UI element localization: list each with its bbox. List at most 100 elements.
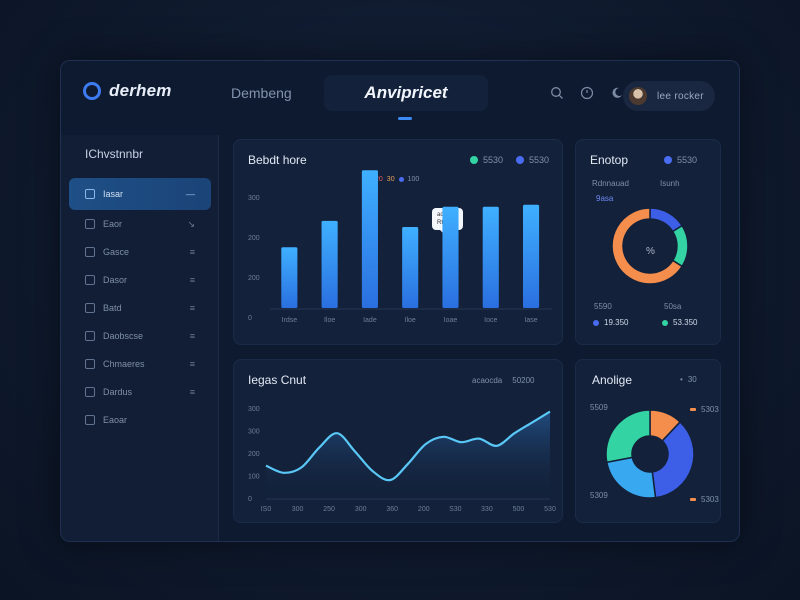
value-label: 19.350 xyxy=(604,318,629,327)
sidebar-item-7[interactable]: Chmaeres ≡ xyxy=(69,350,211,378)
donut-chart-bottom xyxy=(605,409,695,499)
bar[interactable] xyxy=(321,220,338,308)
box-icon xyxy=(85,303,95,313)
menu-icon: ≡ xyxy=(189,247,195,257)
x-tick-label: 360 xyxy=(386,506,398,513)
x-tick-label: Irdse xyxy=(282,317,298,324)
menu-icon: ≡ xyxy=(189,359,195,369)
tab-analytics[interactable]: Anvipricet xyxy=(324,75,488,111)
bar-card-title: Bebdt hore xyxy=(248,153,307,167)
bar[interactable] xyxy=(442,206,459,308)
x-tick-label: Ioce xyxy=(484,317,497,324)
x-tick-label: IS0 xyxy=(261,506,272,513)
donut-top-value-left: 19.350 xyxy=(593,318,628,327)
donut-slice[interactable] xyxy=(605,409,651,464)
donut-bottom-label-4: 5303 xyxy=(690,495,719,504)
x-tick-label: 200 xyxy=(418,506,430,513)
legend-label: 100 xyxy=(407,176,420,183)
bar[interactable] xyxy=(361,170,378,308)
legend-dot: • xyxy=(680,375,683,384)
sidebar-item-2[interactable]: Eaor ↘ xyxy=(69,210,211,238)
chevron-icon: ↘ xyxy=(187,218,195,229)
donut-top-value-right: 53.350 xyxy=(662,318,697,327)
line-legend: acaocda 50200 xyxy=(472,376,535,385)
sidebar-item-9[interactable]: Eaoar xyxy=(69,406,211,434)
legend-label: 50200 xyxy=(512,376,535,385)
x-tick-label: Iloe xyxy=(324,317,335,324)
logo-icon xyxy=(83,82,101,100)
legend-label: 5303 xyxy=(701,405,719,414)
donut-slice[interactable] xyxy=(671,224,689,268)
profile-name: lee rocker xyxy=(657,90,704,102)
line-chart-card: Iegas Cnut acaocda 50200 300 300 200 100 0 IS… xyxy=(233,359,563,523)
donut-top-legend: 5530 xyxy=(664,155,697,165)
line-chart: 300 300 200 100 0 IS0 300 250 300 360 200 S30 330 500… xyxy=(248,406,556,513)
sidebar-item-label: Daobscse xyxy=(103,331,144,341)
line-card-title: Iegas Cnut xyxy=(248,373,307,387)
menu-icon: ≡ xyxy=(189,387,195,397)
legend-dot xyxy=(398,177,404,182)
donut-slice[interactable] xyxy=(611,207,684,285)
profile-chip[interactable]: lee rocker xyxy=(623,81,715,111)
donut-slice[interactable] xyxy=(651,420,695,499)
bar[interactable] xyxy=(281,247,298,308)
top-bar: derhem Dembeng Anvipricet lee rocker xyxy=(61,61,739,125)
sidebar-item-label: Gasce xyxy=(103,247,130,257)
y-tick-label: 300 xyxy=(248,195,260,202)
dashboard-window: derhem Dembeng Anvipricet lee rocker ICh… xyxy=(60,60,740,542)
sidebar-item-4[interactable]: Dasor ≡ xyxy=(69,266,211,294)
donut-top-bottom-left-label: 5590 xyxy=(594,302,612,311)
sidebar-item-3[interactable]: Gasce ≡ xyxy=(69,238,211,266)
donut-bottom-label-2: 5303 xyxy=(690,405,719,414)
active-tab-indicator xyxy=(398,117,412,120)
legend-label: acaocda xyxy=(472,376,503,385)
sidebar-item-8[interactable]: Dardus ≡ xyxy=(69,378,211,406)
y-tick-label: 0 xyxy=(248,315,252,322)
doc-icon xyxy=(85,387,95,397)
sidebar: IChvstnnbr Iasar — Eaor ↘ Gasce ≡ Dasor … xyxy=(61,135,219,541)
line-area xyxy=(266,411,550,498)
avatar xyxy=(629,87,647,105)
line-series[interactable] xyxy=(265,410,551,482)
sidebar-item-1[interactable]: Iasar — xyxy=(69,178,211,210)
y-tick-label: 200 xyxy=(248,275,260,282)
donut-top-label-left2: 9asa xyxy=(596,194,614,203)
bar[interactable] xyxy=(522,204,540,308)
y-tick-label: 0 xyxy=(248,496,252,503)
sidebar-item-label: Batd xyxy=(103,303,122,313)
moon-icon[interactable] xyxy=(609,85,625,101)
legend-label: 5530 xyxy=(529,155,550,165)
menu-icon: ≡ xyxy=(189,275,195,285)
x-tick-label: 300 xyxy=(355,506,367,513)
bar[interactable] xyxy=(482,206,499,308)
bar-chart: 300 200 200 0 Irdse Iloe Iade Iloe Ioae Ioce Iase xyxy=(248,170,552,324)
tab-dashboard[interactable]: Dembeng xyxy=(231,85,292,101)
sidebar-item-5[interactable]: Batd ≡ xyxy=(69,294,211,322)
donut-card-top: Enotop 5530 Rdnnauad Isunh 9asa % 5590 5… xyxy=(575,139,721,345)
clock-icon[interactable] xyxy=(579,85,595,101)
x-tick-label: Ioae xyxy=(444,317,458,324)
donut-slice[interactable] xyxy=(605,456,657,499)
value-label: 53.350 xyxy=(673,318,698,327)
app-logo[interactable]: derhem xyxy=(83,81,172,101)
bar[interactable] xyxy=(402,227,419,308)
x-tick-label: 300 xyxy=(292,506,304,513)
donut-top-label-left: Rdnnauad xyxy=(592,179,629,188)
search-icon[interactable] xyxy=(549,85,565,101)
sidebar-item-6[interactable]: Daobscse ≡ xyxy=(69,322,211,350)
y-tick-label: 300 xyxy=(248,406,260,413)
sidebar-item-label: Eaor xyxy=(103,219,123,229)
sidebar-title: IChvstnnbr xyxy=(85,147,144,161)
layer-icon xyxy=(85,415,95,425)
shield-icon xyxy=(85,331,95,341)
user-icon xyxy=(85,275,95,285)
x-tick-label: 500 xyxy=(513,506,525,513)
donut-card-bottom: Anolige • 30 5509 5303 5309 5303 xyxy=(575,359,721,523)
legend-dot xyxy=(593,319,599,326)
sidebar-item-label: Chmaeres xyxy=(103,359,145,369)
donut-top-label-right: Isunh xyxy=(660,179,680,188)
settings-icon xyxy=(85,359,95,369)
donut-bottom-legend: • 30 xyxy=(680,375,697,384)
sidebar-list: Iasar — Eaor ↘ Gasce ≡ Dasor ≡ Batd xyxy=(69,178,211,434)
x-tick-label: Iade xyxy=(363,317,377,324)
